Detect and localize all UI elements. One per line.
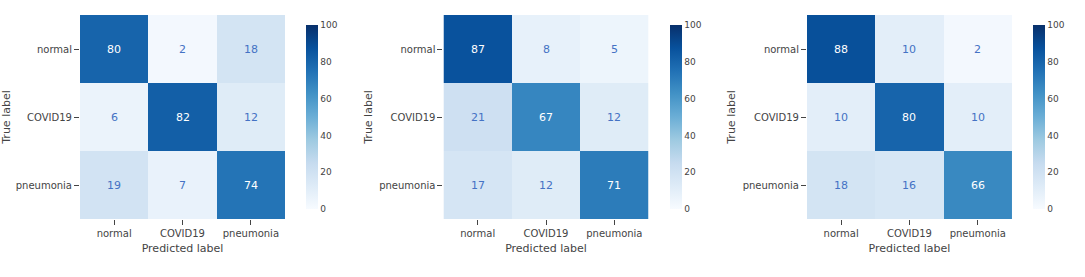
svg-text:Predicted label: Predicted label bbox=[505, 242, 587, 255]
svg-text:pneumonia: pneumonia bbox=[950, 228, 1006, 239]
svg-text:74: 74 bbox=[244, 179, 258, 192]
svg-text:0: 0 bbox=[320, 204, 326, 214]
svg-text:20: 20 bbox=[684, 167, 696, 177]
svg-text:True label: True label bbox=[725, 90, 738, 144]
svg-text:40: 40 bbox=[1047, 131, 1059, 141]
svg-text:16: 16 bbox=[902, 179, 916, 192]
svg-text:67: 67 bbox=[539, 111, 553, 124]
svg-text:20: 20 bbox=[1047, 167, 1059, 177]
svg-text:12: 12 bbox=[607, 111, 621, 124]
svg-text:True label: True label bbox=[362, 90, 375, 144]
svg-text:80: 80 bbox=[320, 57, 332, 67]
svg-text:0: 0 bbox=[1047, 204, 1053, 214]
svg-text:80: 80 bbox=[684, 57, 696, 67]
svg-text:10: 10 bbox=[902, 43, 916, 56]
svg-text:COVID19: COVID19 bbox=[27, 112, 72, 123]
svg-text:2: 2 bbox=[179, 43, 186, 56]
svg-text:100: 100 bbox=[1047, 20, 1064, 30]
svg-text:100: 100 bbox=[320, 20, 337, 30]
svg-text:normal: normal bbox=[460, 228, 495, 239]
svg-text:60: 60 bbox=[320, 94, 332, 104]
svg-text:7: 7 bbox=[179, 179, 186, 192]
svg-text:normal: normal bbox=[400, 44, 435, 55]
svg-text:pneumonia: pneumonia bbox=[586, 228, 642, 239]
svg-text:normal: normal bbox=[764, 44, 799, 55]
svg-text:normal: normal bbox=[824, 228, 859, 239]
svg-text:2: 2 bbox=[974, 43, 981, 56]
svg-text:normal: normal bbox=[97, 228, 132, 239]
svg-text:COVID19: COVID19 bbox=[160, 228, 205, 239]
svg-text:Predicted label: Predicted label bbox=[869, 242, 951, 255]
svg-text:80: 80 bbox=[902, 111, 916, 124]
svg-text:COVID19: COVID19 bbox=[391, 112, 436, 123]
svg-text:8: 8 bbox=[543, 43, 550, 56]
svg-text:pneumonia: pneumonia bbox=[743, 180, 799, 191]
svg-text:0: 0 bbox=[684, 204, 690, 214]
svg-text:COVID19: COVID19 bbox=[754, 112, 799, 123]
svg-text:60: 60 bbox=[1047, 94, 1059, 104]
svg-text:COVID19: COVID19 bbox=[524, 228, 569, 239]
svg-text:10: 10 bbox=[834, 111, 848, 124]
svg-text:pneumonia: pneumonia bbox=[223, 228, 279, 239]
svg-text:pneumonia: pneumonia bbox=[379, 180, 435, 191]
svg-text:19: 19 bbox=[107, 179, 121, 192]
svg-text:5: 5 bbox=[611, 43, 618, 56]
svg-text:21: 21 bbox=[471, 111, 485, 124]
svg-text:normal: normal bbox=[37, 44, 72, 55]
svg-text:6: 6 bbox=[111, 111, 118, 124]
svg-text:87: 87 bbox=[471, 43, 485, 56]
svg-text:40: 40 bbox=[684, 131, 696, 141]
svg-text:12: 12 bbox=[539, 179, 553, 192]
svg-text:17: 17 bbox=[471, 179, 485, 192]
svg-text:True label: True label bbox=[0, 90, 13, 144]
svg-text:COVID19: COVID19 bbox=[887, 228, 932, 239]
svg-text:80: 80 bbox=[1047, 57, 1059, 67]
svg-text:10: 10 bbox=[971, 111, 985, 124]
svg-text:66: 66 bbox=[971, 179, 985, 192]
svg-text:100: 100 bbox=[684, 20, 701, 30]
svg-text:18: 18 bbox=[834, 179, 848, 192]
svg-text:80: 80 bbox=[107, 43, 121, 56]
svg-text:Predicted label: Predicted label bbox=[142, 242, 224, 255]
svg-text:18: 18 bbox=[244, 43, 258, 56]
svg-text:60: 60 bbox=[684, 94, 696, 104]
svg-text:12: 12 bbox=[244, 111, 258, 124]
svg-text:71: 71 bbox=[607, 179, 621, 192]
svg-text:40: 40 bbox=[320, 131, 332, 141]
svg-text:pneumonia: pneumonia bbox=[16, 180, 72, 191]
svg-text:20: 20 bbox=[320, 167, 332, 177]
svg-text:82: 82 bbox=[176, 111, 190, 124]
svg-text:88: 88 bbox=[834, 43, 848, 56]
